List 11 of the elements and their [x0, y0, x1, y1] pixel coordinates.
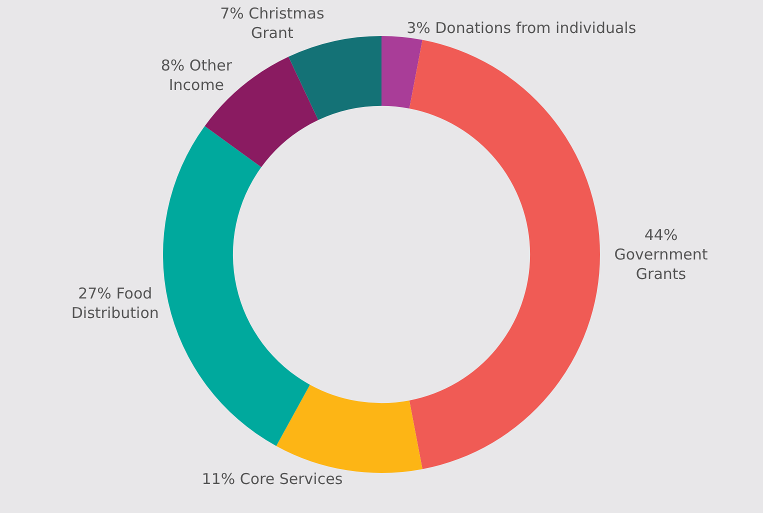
slice-label: 11% Core Services — [202, 470, 343, 488]
donut-slice — [163, 126, 310, 446]
slice-label: 3% Donations from individuals — [406, 19, 636, 38]
slice-label: Government Grants — [614, 246, 708, 283]
slice-label: 27% Food Distribution — [71, 284, 159, 322]
donut-slice — [409, 40, 600, 470]
data-label: 44% — [644, 226, 678, 244]
donut-slice — [382, 36, 422, 109]
slice-label: 8% Other Income — [160, 56, 233, 94]
slice-label: 7% Christmas Grant — [220, 4, 324, 42]
donut-slice — [276, 384, 422, 473]
